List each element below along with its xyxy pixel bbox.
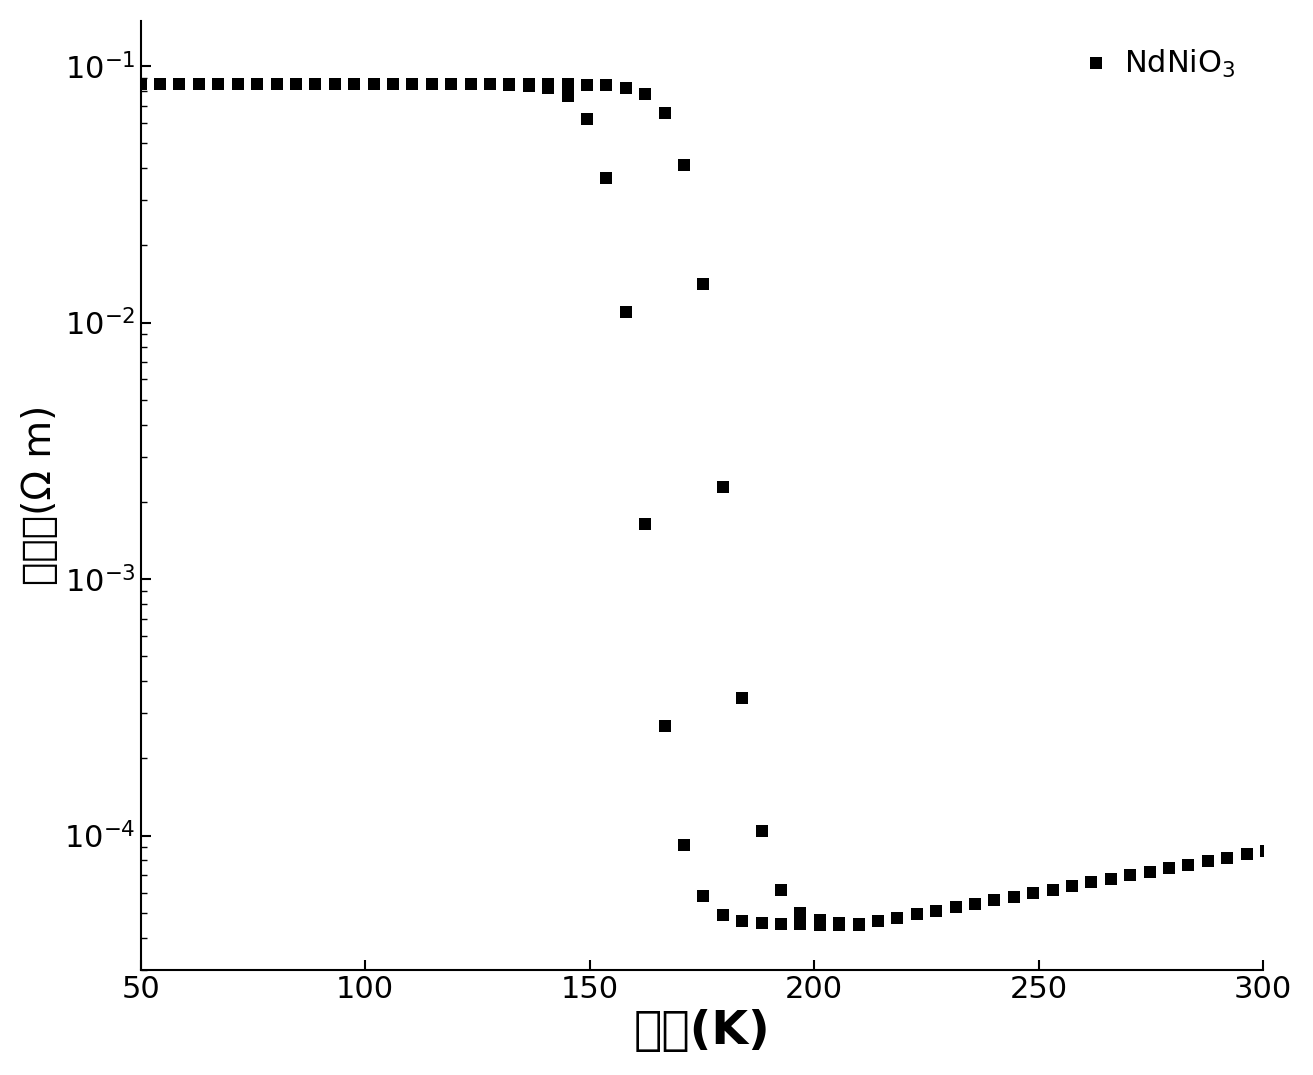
NdNiO$_3$ xyxy=(502,78,517,91)
Legend: NdNiO$_3$: NdNiO$_3$ xyxy=(1071,37,1247,92)
NdNiO$_3$ xyxy=(1278,841,1293,854)
Line: NdNiO$_3$: NdNiO$_3$ xyxy=(135,78,1291,930)
NdNiO$_3$ xyxy=(327,77,343,90)
NdNiO$_3$ xyxy=(424,77,440,90)
NdNiO$_3$ xyxy=(521,80,537,92)
X-axis label: 温度(K): 温度(K) xyxy=(634,1009,771,1055)
NdNiO$_3$ xyxy=(133,77,148,90)
NdNiO$_3$ xyxy=(871,915,886,928)
NdNiO$_3$ xyxy=(462,77,478,90)
Y-axis label: 电阻率(Ω m): 电阻率(Ω m) xyxy=(21,405,59,586)
NdNiO$_3$ xyxy=(851,918,867,931)
